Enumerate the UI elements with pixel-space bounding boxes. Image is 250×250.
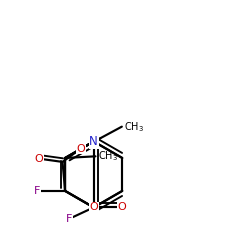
Text: CH$_3$: CH$_3$	[98, 150, 118, 163]
Text: O: O	[89, 202, 98, 212]
Text: O: O	[34, 154, 43, 164]
Text: F: F	[66, 214, 72, 224]
Text: N: N	[89, 135, 98, 148]
Text: F: F	[34, 186, 40, 196]
Text: O: O	[117, 202, 126, 212]
Text: CH$_3$: CH$_3$	[124, 120, 144, 134]
Text: O: O	[76, 144, 85, 154]
